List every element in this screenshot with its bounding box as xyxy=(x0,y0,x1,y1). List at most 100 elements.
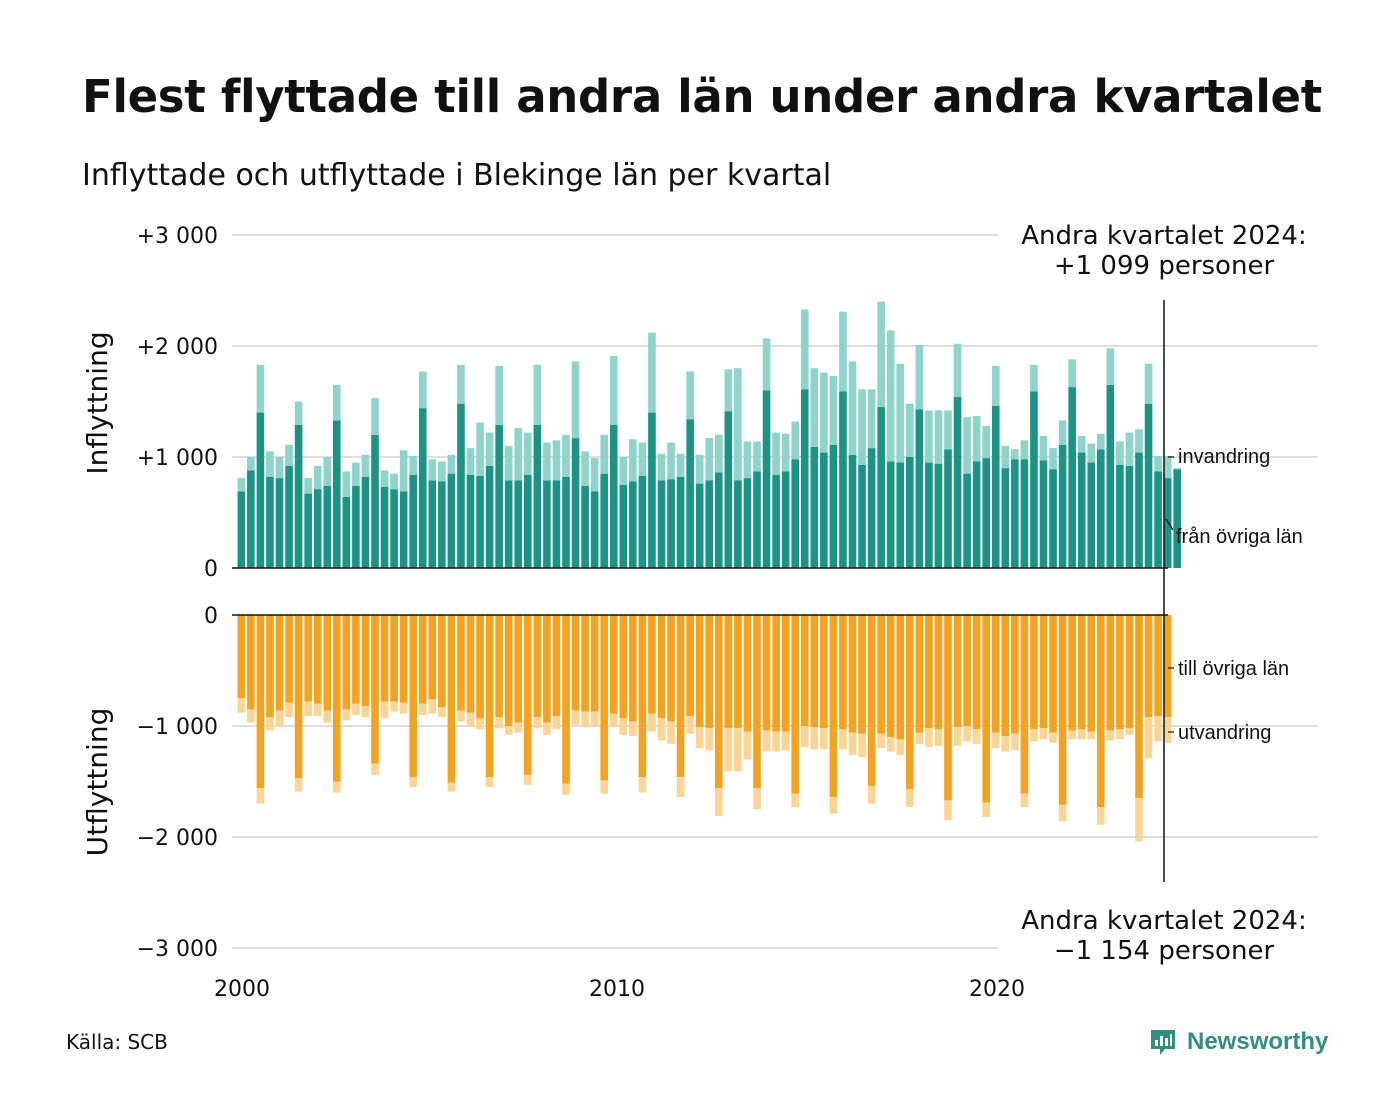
bar-inflow-domestic xyxy=(533,424,542,568)
bar-inflow-immigration xyxy=(724,369,733,412)
bar-inflow-domestic xyxy=(342,496,351,568)
bar-inflow-immigration xyxy=(877,301,885,408)
bar-outflow-emigration xyxy=(266,717,274,731)
bar-outflow-emigration xyxy=(657,718,666,741)
bar-outflow-domestic xyxy=(829,615,838,798)
bar-inflow-domestic xyxy=(1068,387,1076,568)
bar-outflow-emigration xyxy=(791,793,799,808)
bar-outflow-domestic xyxy=(1087,615,1096,732)
bar-outflow-domestic xyxy=(571,615,580,711)
bar-inflow-immigration xyxy=(1097,433,1105,450)
bar-inflow-immigration xyxy=(915,344,924,410)
bar-outflow-emigration xyxy=(619,718,628,735)
bar-inflow-domestic xyxy=(504,480,513,568)
bar-outflow-domestic xyxy=(237,615,246,699)
bar-outflow-emigration xyxy=(724,728,733,772)
bar-outflow-domestic xyxy=(562,615,570,784)
bar-inflow-domestic xyxy=(991,405,1000,568)
annotation-top-line1: Andra kvartalet 2024: xyxy=(1021,221,1306,251)
bar-inflow-immigration xyxy=(1039,435,1048,461)
bar-outflow-domestic xyxy=(485,615,494,778)
bar-inflow-domestic xyxy=(247,470,255,568)
bar-outflow-emigration xyxy=(418,703,427,715)
bar-outflow-domestic xyxy=(533,615,542,718)
bar-inflow-domestic xyxy=(886,461,895,568)
bar-inflow-domestic xyxy=(352,485,360,568)
bar-outflow-domestic xyxy=(1020,615,1029,794)
bar-inflow-immigration xyxy=(1106,348,1115,385)
bar-inflow-domestic xyxy=(495,424,503,568)
bar-inflow-immigration xyxy=(600,434,608,474)
bar-inflow-domestic xyxy=(438,481,446,568)
bar-inflow-domestic xyxy=(447,473,456,568)
bar-inflow-domestic xyxy=(428,480,437,568)
bar-outflow-emigration xyxy=(1097,807,1105,825)
bar-inflow-domestic xyxy=(695,483,704,568)
bar-inflow-immigration xyxy=(734,368,742,481)
bar-outflow-domestic xyxy=(743,615,752,732)
bar-inflow-immigration xyxy=(409,455,417,475)
bar-inflow-domestic xyxy=(256,412,265,568)
chart-title: Flest flyttade till andra län under andr… xyxy=(82,70,1322,123)
bar-outflow-domestic xyxy=(552,615,561,717)
bar-outflow-domestic xyxy=(724,615,733,729)
bar-inflow-domestic xyxy=(800,389,809,568)
y-tick-label-bottom: −1 000 xyxy=(137,715,218,740)
bar-outflow-domestic xyxy=(1039,615,1048,729)
bar-outflow-emigration xyxy=(1077,729,1086,740)
bar-outflow-emigration xyxy=(533,717,542,729)
y-tick-label-top: +1 000 xyxy=(137,446,218,471)
bar-outflow-emigration xyxy=(609,713,618,728)
bar-inflow-immigration xyxy=(304,478,312,494)
bar-outflow-emigration xyxy=(428,699,437,714)
bar-outflow-emigration xyxy=(772,731,780,752)
bar-inflow-immigration xyxy=(963,417,971,474)
y-tick-label-top: +3 000 xyxy=(137,224,218,249)
bar-outflow-domestic xyxy=(1068,615,1076,731)
bar-inflow-domestic xyxy=(237,491,246,568)
bar-inflow-domestic xyxy=(457,403,465,568)
bar-outflow-domestic xyxy=(982,615,990,803)
bar-inflow-domestic xyxy=(380,486,389,568)
bar-outflow-emigration xyxy=(361,706,370,718)
bar-inflow-immigration xyxy=(562,434,570,477)
bar-outflow-domestic xyxy=(304,615,312,702)
bar-outflow-domestic xyxy=(476,615,484,719)
bar-outflow-emigration xyxy=(667,721,675,744)
bar-outflow-emigration xyxy=(991,732,1000,749)
bar-outflow-domestic xyxy=(1030,615,1038,730)
bar-inflow-immigration xyxy=(1011,449,1019,460)
bar-inflow-domestic xyxy=(772,474,780,568)
bar-outflow-emigration xyxy=(390,701,398,712)
series-label-utvandring: utvandring xyxy=(1178,722,1271,744)
bar-outflow-domestic xyxy=(715,615,723,789)
bar-inflow-domestic xyxy=(600,473,608,568)
bar-outflow-domestic xyxy=(762,615,771,731)
bar-inflow-domestic xyxy=(275,478,284,568)
bar-inflow-domestic xyxy=(1106,384,1115,568)
bar-outflow-domestic xyxy=(619,615,628,719)
bar-inflow-domestic xyxy=(1020,459,1029,568)
bar-outflow-domestic xyxy=(705,615,714,729)
bar-inflow-domestic xyxy=(810,447,819,568)
bar-outflow-domestic xyxy=(428,615,437,700)
bar-outflow-domestic xyxy=(466,615,475,713)
bar-outflow-domestic xyxy=(390,615,398,702)
bar-outflow-emigration xyxy=(371,763,379,775)
bar-outflow-domestic xyxy=(590,615,599,712)
bar-inflow-immigration xyxy=(1125,432,1134,466)
source-note: Källa: SCB xyxy=(66,1030,168,1054)
bar-inflow-domestic xyxy=(648,412,656,568)
bar-inflow-domestic xyxy=(514,480,523,568)
bar-outflow-emigration xyxy=(1030,729,1038,742)
bar-outflow-domestic xyxy=(256,615,265,789)
bar-outflow-emigration xyxy=(1011,733,1019,751)
bar-outflow-emigration xyxy=(294,778,303,792)
bar-inflow-immigration xyxy=(829,375,838,445)
bar-inflow-immigration xyxy=(934,410,943,464)
bar-inflow-domestic xyxy=(762,390,771,568)
bar-inflow-domestic xyxy=(1144,403,1153,568)
bar-inflow-domestic xyxy=(390,489,398,568)
bar-outflow-domestic xyxy=(657,615,666,719)
